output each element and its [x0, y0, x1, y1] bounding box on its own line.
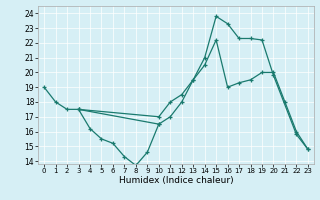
X-axis label: Humidex (Indice chaleur): Humidex (Indice chaleur) [119, 176, 233, 185]
